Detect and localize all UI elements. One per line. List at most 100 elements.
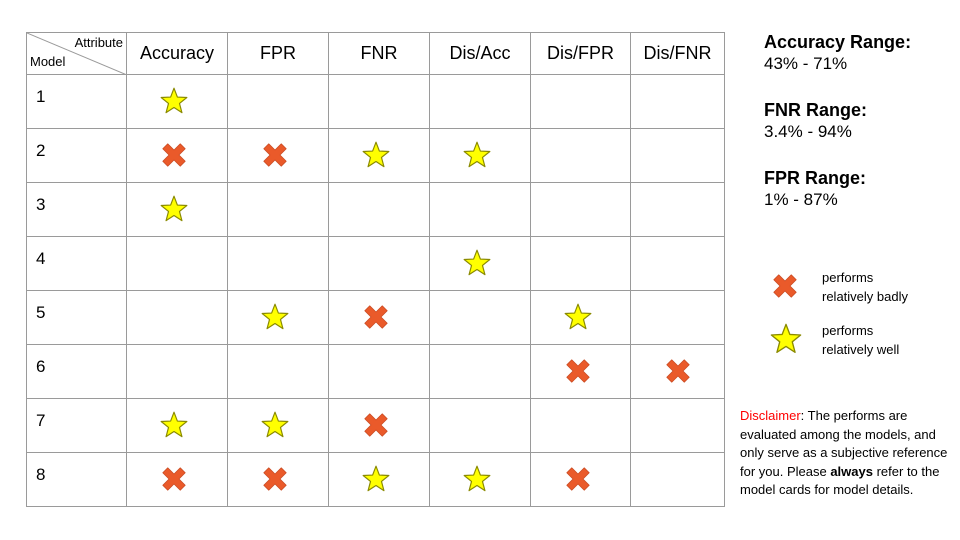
- cell-dis-acc: [429, 290, 531, 345]
- row-label-cell: 2: [26, 128, 127, 183]
- cell-dis-fpr: [530, 290, 631, 345]
- table-row: 5: [26, 290, 725, 345]
- model-axis-label: Model: [30, 54, 66, 69]
- row-label-cell: 6: [26, 344, 127, 399]
- star-icon: [362, 465, 390, 493]
- cross-icon: [361, 302, 391, 332]
- row-label-cell: 4: [26, 236, 127, 291]
- column-header-accuracy: Accuracy: [126, 32, 228, 75]
- cross-icon: [159, 140, 189, 170]
- legend-well-line2: relatively well: [822, 342, 900, 357]
- fnr-range-block: FNR Range: 3.4% - 94%: [764, 99, 867, 143]
- row-label-cell: 5: [26, 290, 127, 345]
- cell-dis-fnr: [630, 452, 725, 507]
- column-header-fnr: FNR: [328, 32, 430, 75]
- cell-accuracy: [126, 290, 228, 345]
- cell-dis-fpr: [530, 236, 631, 291]
- cell-fpr: [227, 182, 329, 237]
- legend-badly-text: performs relatively badly: [822, 268, 942, 306]
- table-row: 7: [26, 398, 725, 453]
- table-row: 2: [26, 128, 725, 183]
- cell-fpr: [227, 452, 329, 507]
- fnr-range-value: 3.4% - 94%: [764, 122, 852, 141]
- table-row: 1: [26, 74, 725, 129]
- cell-dis-fnr: [630, 182, 725, 237]
- accuracy-range-title: Accuracy Range:: [764, 32, 912, 52]
- cell-fnr: [328, 236, 430, 291]
- star-icon: [362, 141, 390, 169]
- row-label-cell: 8: [26, 452, 127, 507]
- row-label-cell: 3: [26, 182, 127, 237]
- model-number: 8: [36, 465, 46, 484]
- cross-icon: [260, 464, 290, 494]
- cell-dis-acc: [429, 182, 531, 237]
- cell-dis-fpr: [530, 398, 631, 453]
- cell-fnr: [328, 128, 430, 183]
- accuracy-range-block: Accuracy Range: 43% - 71%: [764, 31, 911, 75]
- table-row: 3: [26, 182, 725, 237]
- cell-fnr: [328, 290, 430, 345]
- cross-icon: [361, 410, 391, 440]
- cross-icon: [563, 356, 593, 386]
- cross-icon: [563, 464, 593, 494]
- header-row: Attribute Model Accuracy FPR FNR Dis/Acc…: [26, 32, 725, 75]
- model-number: 1: [36, 87, 46, 106]
- cell-accuracy: [126, 236, 228, 291]
- cell-fpr: [227, 290, 329, 345]
- attribute-axis-label: Attribute: [74, 35, 123, 50]
- table-row: 6: [26, 344, 725, 399]
- cell-fpr: [227, 128, 329, 183]
- cell-accuracy: [126, 452, 228, 507]
- cell-dis-fnr: [630, 290, 725, 345]
- cross-icon: [663, 356, 693, 386]
- legend-well-text: performs relatively well: [822, 321, 942, 359]
- column-header-dis-fnr: Dis/FNR: [630, 32, 725, 75]
- accuracy-range-value: 43% - 71%: [764, 54, 848, 73]
- row-label-cell: 1: [26, 74, 127, 129]
- cell-dis-fpr: [530, 128, 631, 183]
- legend-badly-line1: performs: [822, 270, 874, 285]
- cell-accuracy: [126, 398, 228, 453]
- fpr-range-block: FPR Range: 1% - 87%: [764, 167, 866, 211]
- cell-dis-acc: [429, 236, 531, 291]
- star-icon: [261, 411, 289, 439]
- cell-dis-fpr: [530, 74, 631, 129]
- column-header-dis-fpr: Dis/FPR: [530, 32, 631, 75]
- star-icon: [160, 195, 188, 223]
- star-icon: [261, 303, 289, 331]
- cell-fnr: [328, 344, 430, 399]
- disclaimer-text-2: refer to the model cards for model detai…: [740, 463, 940, 498]
- cell-accuracy: [126, 344, 228, 399]
- cell-dis-fpr: [530, 344, 631, 399]
- model-number: 5: [36, 303, 46, 322]
- cell-dis-fnr: [630, 398, 725, 453]
- star-icon: [463, 249, 491, 277]
- model-number: 6: [36, 357, 46, 376]
- star-icon: [564, 303, 592, 331]
- disclaimer-label: Disclaimer: [740, 408, 801, 423]
- column-header-fpr: FPR: [227, 32, 329, 75]
- star-icon: [160, 411, 188, 439]
- cell-fpr: [227, 398, 329, 453]
- legend-well-line1: performs: [822, 323, 874, 338]
- header-corner-cell: Attribute Model: [26, 32, 127, 75]
- cell-fnr: [328, 74, 430, 129]
- model-number: 4: [36, 249, 46, 268]
- cell-dis-fnr: [630, 128, 725, 183]
- cell-dis-acc: [429, 344, 531, 399]
- cell-fpr: [227, 344, 329, 399]
- cell-accuracy: [126, 182, 228, 237]
- fpr-range-value: 1% - 87%: [764, 190, 838, 209]
- table-row: 4: [26, 236, 725, 291]
- disclaimer-text-1: : The performs are evaluated among the m…: [740, 408, 948, 479]
- model-number: 7: [36, 411, 46, 430]
- star-icon: [160, 87, 188, 115]
- cross-icon: [260, 140, 290, 170]
- fnr-range-title: FNR Range:: [764, 100, 867, 120]
- star-icon: [463, 465, 491, 493]
- cross-icon: [159, 464, 189, 494]
- cell-dis-fpr: [530, 182, 631, 237]
- disclaimer-emphasis: always: [830, 463, 873, 479]
- cell-dis-fpr: [530, 452, 631, 507]
- cell-fnr: [328, 452, 430, 507]
